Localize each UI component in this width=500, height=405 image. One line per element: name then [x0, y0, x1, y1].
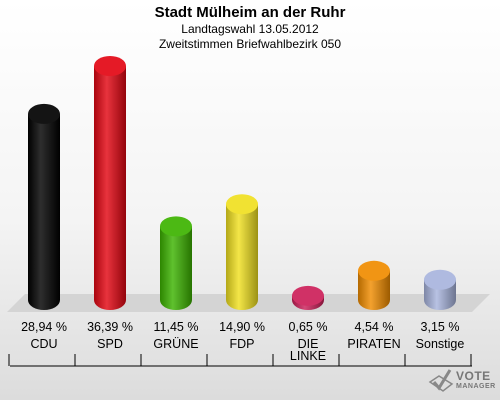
ballot-check-icon — [428, 369, 454, 392]
value-label: 11,45 % — [154, 320, 199, 334]
category-label: FDP — [230, 337, 255, 351]
category-label: GRÜNE — [153, 337, 198, 351]
value-label: 4,54 % — [355, 320, 394, 334]
category-label: PIRATEN — [347, 337, 400, 351]
logo-text-vote: VOTE — [456, 369, 491, 383]
category-label: DIE LINKE — [290, 337, 326, 363]
logo-text-manager: MANAGER — [456, 383, 496, 390]
value-label: 3,15 % — [421, 320, 460, 334]
category-label: SPD — [97, 337, 123, 351]
vote-manager-logo: VOTE MANAGER — [426, 364, 500, 400]
chart-subtitle: Landtagswahl 13.05.2012 — [181, 22, 319, 36]
bar-die-linke — [292, 285, 324, 310]
category-label: Sonstige — [416, 337, 465, 351]
value-label: 0,65 % — [289, 320, 328, 334]
value-label: 36,39 % — [87, 320, 133, 334]
value-label: 28,94 % — [21, 320, 67, 334]
value-label: 14,90 % — [219, 320, 265, 334]
bar-fdp — [226, 194, 258, 310]
chart-header: Stadt Mülheim an der Ruhr Landtagswahl 1… — [0, 4, 500, 52]
category-label: CDU — [30, 337, 57, 351]
bar-sonstige — [424, 269, 456, 310]
chart-title: Stadt Mülheim an der Ruhr — [154, 4, 346, 21]
bar-piraten — [358, 260, 390, 310]
bar-spd — [94, 56, 126, 310]
bar-cdu — [28, 103, 60, 310]
bar-grüne — [160, 216, 192, 310]
chart-subtitle-2: Zweitstimmen Briefwahlbezirk 050 — [158, 37, 342, 51]
